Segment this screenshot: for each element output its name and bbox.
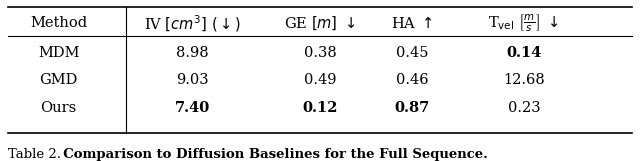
- Text: 7.40: 7.40: [175, 100, 210, 114]
- Text: GMD: GMD: [40, 73, 78, 87]
- Text: T$_{\mathrm{vel}}$ $\left[\frac{m}{s}\right]$ $\downarrow$: T$_{\mathrm{vel}}$ $\left[\frac{m}{s}\ri…: [488, 13, 559, 34]
- Text: Table 2.: Table 2.: [8, 148, 61, 161]
- Text: Ours: Ours: [40, 100, 77, 114]
- Text: GE $[m]$ $\downarrow$: GE $[m]$ $\downarrow$: [284, 15, 356, 32]
- Text: 12.68: 12.68: [503, 73, 545, 87]
- Text: 0.12: 0.12: [302, 100, 338, 114]
- Text: Method: Method: [30, 16, 87, 30]
- Text: 8.98: 8.98: [176, 46, 209, 60]
- Text: 0.14: 0.14: [506, 46, 541, 60]
- Text: IV $[cm^3]$ $({\downarrow})$: IV $[cm^3]$ $({\downarrow})$: [144, 13, 241, 34]
- Text: 0.38: 0.38: [303, 46, 337, 60]
- Text: Comparison to Diffusion Baselines for the Full Sequence.: Comparison to Diffusion Baselines for th…: [54, 148, 488, 161]
- Text: HA $\uparrow$: HA $\uparrow$: [391, 16, 433, 31]
- Text: 9.03: 9.03: [176, 73, 209, 87]
- Text: 0.23: 0.23: [508, 100, 540, 114]
- Text: 0.45: 0.45: [396, 46, 429, 60]
- Text: 0.46: 0.46: [396, 73, 429, 87]
- Text: 0.49: 0.49: [304, 73, 336, 87]
- Text: MDM: MDM: [38, 46, 79, 60]
- Text: 0.87: 0.87: [395, 100, 430, 114]
